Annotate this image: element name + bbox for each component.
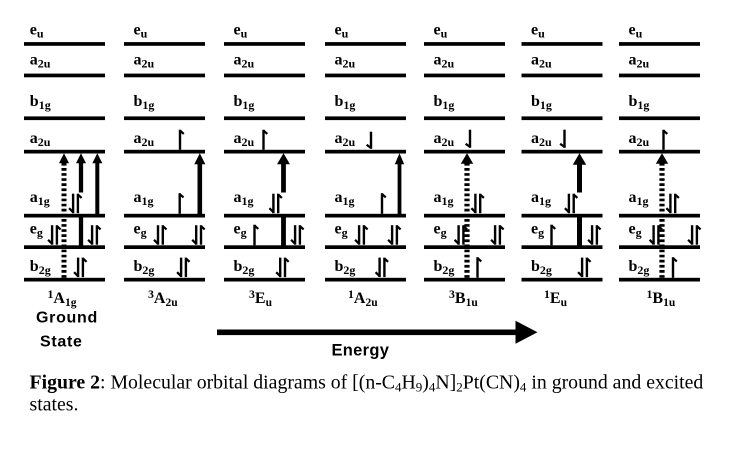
- svg-text:b2g: b2g: [134, 258, 155, 277]
- svg-text:1B1u: 1B1u: [647, 287, 676, 309]
- svg-text:Energy: Energy: [332, 342, 390, 360]
- svg-text:b1g: b1g: [629, 93, 650, 112]
- svg-text:eg: eg: [134, 221, 147, 240]
- svg-text:b1g: b1g: [434, 93, 455, 112]
- svg-text:eg: eg: [234, 221, 247, 240]
- svg-text:eu: eu: [134, 22, 148, 41]
- svg-text:eu: eu: [30, 22, 44, 41]
- svg-text:eg: eg: [335, 221, 348, 240]
- svg-text:eu: eu: [234, 22, 248, 41]
- svg-text:3B1u: 3B1u: [449, 287, 478, 309]
- svg-text:eu: eu: [531, 22, 545, 41]
- svg-text:eg: eg: [30, 221, 43, 240]
- svg-text:a2u: a2u: [434, 130, 455, 149]
- svg-text:a2u: a2u: [335, 130, 356, 149]
- svg-text:eu: eu: [629, 22, 643, 41]
- svg-text:a2u: a2u: [134, 130, 155, 149]
- svg-text:a2u: a2u: [234, 130, 255, 149]
- svg-text:a1g: a1g: [134, 189, 154, 208]
- svg-text:b2g: b2g: [531, 258, 552, 277]
- svg-text:a2u: a2u: [434, 52, 455, 71]
- svg-text:a2u: a2u: [335, 52, 356, 71]
- svg-text:b2g: b2g: [434, 258, 455, 277]
- svg-text:b1g: b1g: [234, 93, 255, 112]
- svg-text:3Eu: 3Eu: [249, 287, 273, 309]
- svg-text:b2g: b2g: [30, 258, 51, 277]
- svg-text:b1g: b1g: [134, 93, 155, 112]
- svg-text:b2g: b2g: [335, 258, 356, 277]
- svg-text:a1g: a1g: [30, 189, 50, 208]
- svg-text:a2u: a2u: [30, 130, 51, 149]
- svg-text:a2u: a2u: [134, 52, 155, 71]
- svg-text:a1g: a1g: [234, 189, 254, 208]
- svg-text:a2u: a2u: [531, 130, 552, 149]
- svg-text:b2g: b2g: [234, 258, 255, 277]
- svg-text:a2u: a2u: [531, 52, 552, 71]
- svg-text:Ground: Ground: [36, 310, 98, 327]
- svg-text:states.: states.: [30, 394, 79, 416]
- svg-text:eg: eg: [629, 221, 642, 240]
- svg-text:1A2u: 1A2u: [348, 287, 378, 309]
- svg-text:eg: eg: [531, 221, 544, 240]
- svg-text:b2g: b2g: [629, 258, 650, 277]
- svg-text:a2u: a2u: [629, 52, 650, 71]
- svg-text:a1g: a1g: [629, 189, 649, 208]
- svg-text:1Eu: 1Eu: [544, 287, 568, 309]
- svg-text:a1g: a1g: [434, 189, 454, 208]
- svg-text:State: State: [40, 334, 83, 351]
- svg-text:1A1g: 1A1g: [48, 287, 77, 309]
- svg-text:eu: eu: [434, 22, 448, 41]
- svg-text:3A2u: 3A2u: [148, 287, 178, 309]
- svg-text:eu: eu: [335, 22, 349, 41]
- svg-text:eg: eg: [434, 221, 447, 240]
- svg-text:a1g: a1g: [335, 189, 355, 208]
- svg-text:b1g: b1g: [335, 93, 356, 112]
- svg-text:b1g: b1g: [531, 93, 552, 112]
- svg-text:a2u: a2u: [30, 52, 51, 71]
- svg-text:a1g: a1g: [531, 189, 551, 208]
- svg-text:a2u: a2u: [629, 130, 650, 149]
- svg-text:a2u: a2u: [234, 52, 255, 71]
- svg-text:Figure 2: Molecular orbital di: Figure 2: Molecular orbital diagrams of …: [30, 372, 704, 395]
- svg-text:b1g: b1g: [30, 93, 51, 112]
